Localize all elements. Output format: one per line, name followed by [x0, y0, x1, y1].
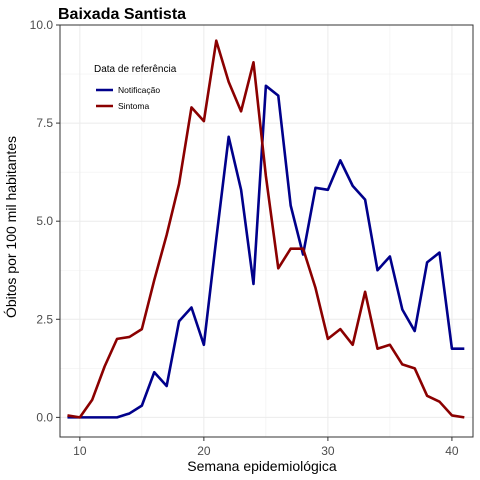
legend-label: Sintoma: [118, 101, 149, 111]
x-tick-label: 20: [197, 444, 211, 458]
x-tick-label: 30: [321, 444, 335, 458]
y-tick-label: 5.0: [36, 214, 53, 228]
series-line-notificacao: [67, 84, 465, 419]
y-axis-title: Óbitos por 100 mil habitantes: [3, 136, 19, 318]
legend-label: Notificação: [118, 85, 160, 95]
legend: Data de referência Notificação Sintoma: [94, 64, 177, 111]
y-tick-label: 2.5: [36, 312, 53, 326]
y-tick-label: 7.5: [36, 116, 53, 130]
series-layer: [67, 39, 465, 419]
series-line-sintoma: [67, 39, 465, 419]
x-tick-label: 10: [73, 444, 87, 458]
y-tick-label: 10.0: [30, 18, 54, 32]
x-tick-label: 40: [445, 444, 459, 458]
chart-title: Baixada Santista: [58, 6, 186, 23]
axes: 10 20 30 40 0.0 2.5 5.0 7.5 10.0: [30, 18, 459, 458]
y-tick-label: 0.0: [36, 410, 53, 424]
legend-title: Data de referência: [94, 64, 177, 75]
panel-border: [59, 24, 474, 438]
x-axis-title: Semana epidemiológica: [187, 458, 337, 474]
